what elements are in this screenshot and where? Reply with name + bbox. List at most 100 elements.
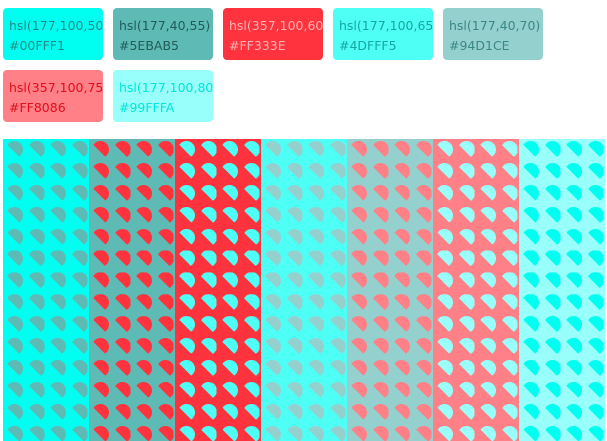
half-circle-shape-icon xyxy=(479,206,496,224)
half-circle-shape-icon xyxy=(113,250,131,268)
half-circle-shape-icon xyxy=(49,294,66,312)
half-circle-shape-icon xyxy=(199,162,217,180)
half-circle-shape-icon xyxy=(156,250,174,268)
half-circle-shape-icon xyxy=(307,272,324,290)
half-circle-shape-icon xyxy=(92,381,109,399)
half-circle-shape-icon xyxy=(328,250,346,268)
half-circle-shape-icon xyxy=(565,162,582,180)
half-circle-shape-icon xyxy=(113,294,131,312)
swatch-hsl-label: hsl(177,40,55) xyxy=(119,18,211,33)
pattern-grid xyxy=(350,141,433,441)
swatch-hsl-label: hsl(177,100,50) xyxy=(9,18,103,33)
half-circle-shape-icon xyxy=(49,272,66,290)
half-circle-shape-icon xyxy=(565,228,582,246)
half-circle-shape-icon xyxy=(92,403,109,421)
half-circle-shape-icon xyxy=(371,403,389,421)
half-circle-shape-icon xyxy=(328,403,346,421)
half-circle-shape-icon xyxy=(522,316,539,334)
half-circle-shape-icon xyxy=(135,250,152,268)
half-circle-shape-icon xyxy=(6,162,23,180)
half-circle-shape-icon xyxy=(264,403,281,421)
half-circle-shape-icon xyxy=(543,141,561,158)
half-circle-shape-icon xyxy=(350,184,367,202)
half-circle-shape-icon xyxy=(500,316,518,334)
pattern-grid xyxy=(264,141,347,441)
half-circle-shape-icon xyxy=(307,425,324,441)
half-circle-shape-icon xyxy=(242,381,260,399)
half-circle-shape-icon xyxy=(328,316,346,334)
color-swatch: hsl(357,100,75) #FF8086 xyxy=(3,70,103,122)
half-circle-shape-icon xyxy=(393,425,410,441)
half-circle-shape-icon xyxy=(586,403,604,421)
half-circle-shape-icon xyxy=(199,381,217,399)
half-circle-shape-icon xyxy=(414,272,432,290)
half-circle-shape-icon xyxy=(457,425,475,441)
swatch-hsl-label: hsl(177,100,65) xyxy=(339,18,433,33)
half-circle-shape-icon xyxy=(199,141,217,158)
half-circle-shape-icon xyxy=(543,403,561,421)
half-circle-shape-icon xyxy=(350,162,367,180)
half-circle-shape-icon xyxy=(49,250,66,268)
half-circle-shape-icon xyxy=(307,403,324,421)
half-circle-shape-icon xyxy=(221,359,238,377)
half-circle-shape-icon xyxy=(307,250,324,268)
half-circle-shape-icon xyxy=(371,381,389,399)
half-circle-shape-icon xyxy=(457,141,475,158)
half-circle-shape-icon xyxy=(199,250,217,268)
half-circle-shape-icon xyxy=(27,272,45,290)
half-circle-shape-icon xyxy=(371,272,389,290)
half-circle-shape-icon xyxy=(113,206,131,224)
half-circle-shape-icon xyxy=(285,162,303,180)
half-circle-shape-icon xyxy=(586,425,604,441)
half-circle-shape-icon xyxy=(27,425,45,441)
half-circle-shape-icon xyxy=(479,272,496,290)
half-circle-shape-icon xyxy=(113,359,131,377)
half-circle-shape-icon xyxy=(479,403,496,421)
half-circle-shape-icon xyxy=(178,184,195,202)
half-circle-shape-icon xyxy=(328,206,346,224)
half-circle-shape-icon xyxy=(199,338,217,356)
half-circle-shape-icon xyxy=(307,141,324,158)
half-circle-shape-icon xyxy=(92,250,109,268)
half-circle-shape-icon xyxy=(479,162,496,180)
half-circle-shape-icon xyxy=(393,250,410,268)
half-circle-shape-icon xyxy=(414,359,432,377)
half-circle-shape-icon xyxy=(199,425,217,441)
pattern-column xyxy=(89,139,175,441)
half-circle-shape-icon xyxy=(328,141,346,158)
half-circle-shape-icon xyxy=(49,206,66,224)
half-circle-shape-icon xyxy=(92,316,109,334)
half-circle-shape-icon xyxy=(49,316,66,334)
half-circle-shape-icon xyxy=(27,206,45,224)
half-circle-shape-icon xyxy=(328,381,346,399)
swatch-hsl-label: hsl(177,100,80) xyxy=(119,80,213,95)
half-circle-shape-icon xyxy=(457,162,475,180)
half-circle-shape-icon xyxy=(457,359,475,377)
half-circle-shape-icon xyxy=(242,403,260,421)
half-circle-shape-icon xyxy=(522,250,539,268)
half-circle-shape-icon xyxy=(479,359,496,377)
half-circle-shape-icon xyxy=(70,294,88,312)
half-circle-shape-icon xyxy=(414,403,432,421)
half-circle-shape-icon xyxy=(414,250,432,268)
half-circle-shape-icon xyxy=(350,403,367,421)
half-circle-shape-icon xyxy=(500,403,518,421)
half-circle-shape-icon xyxy=(522,228,539,246)
half-circle-shape-icon xyxy=(221,141,238,158)
swatch-hex-label: #5EBAB5 xyxy=(119,38,179,53)
half-circle-shape-icon xyxy=(436,272,453,290)
half-circle-shape-icon xyxy=(199,403,217,421)
half-circle-shape-icon xyxy=(49,162,66,180)
half-circle-shape-icon xyxy=(285,338,303,356)
half-circle-shape-icon xyxy=(92,206,109,224)
half-circle-shape-icon xyxy=(522,272,539,290)
half-circle-shape-icon xyxy=(264,381,281,399)
half-circle-shape-icon xyxy=(436,338,453,356)
half-circle-shape-icon xyxy=(522,403,539,421)
half-circle-shape-icon xyxy=(457,206,475,224)
half-circle-shape-icon xyxy=(221,206,238,224)
half-circle-shape-icon xyxy=(27,228,45,246)
half-circle-shape-icon xyxy=(479,250,496,268)
half-circle-shape-icon xyxy=(242,359,260,377)
half-circle-shape-icon xyxy=(27,294,45,312)
